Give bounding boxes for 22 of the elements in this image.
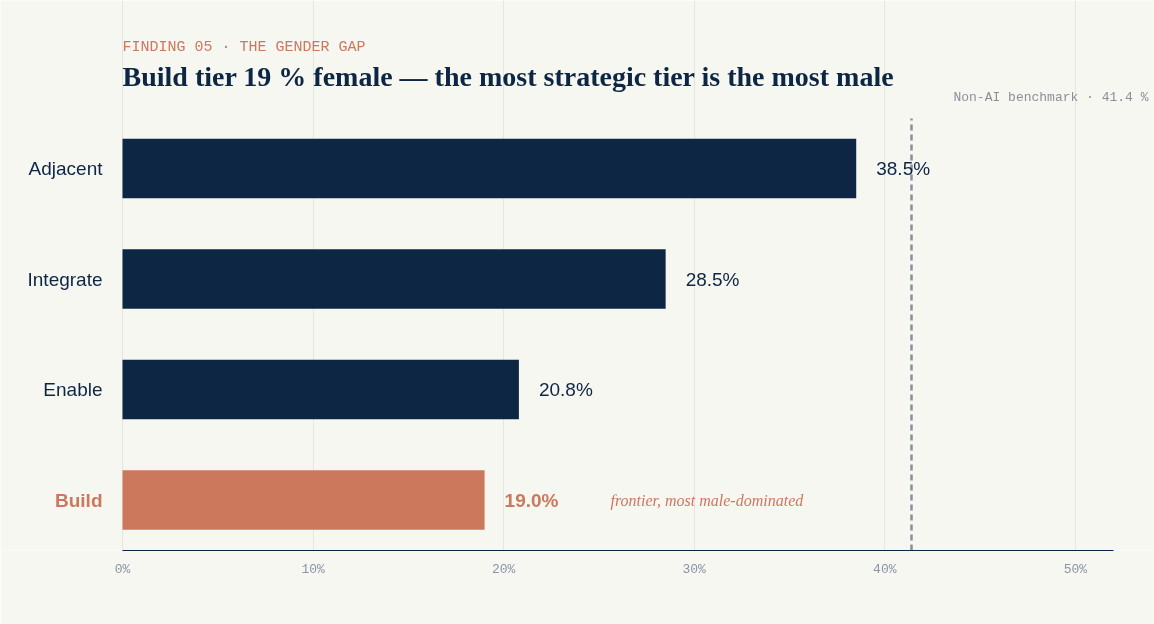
y-tick-label: Integrate [27, 268, 103, 290]
bar [122, 470, 485, 530]
y-tick-label: Enable [43, 379, 103, 400]
x-tick-label: 40% [873, 561, 897, 577]
annotation: frontier, most male-dominated [610, 492, 805, 510]
bar [122, 359, 519, 420]
chart-title: Build tier 19 % female — the most strategic tier is the most male [122, 61, 894, 92]
y-tick-label: Build [55, 489, 103, 511]
x-tick-label: 10% [301, 561, 325, 577]
x-tick-label: 0% [114, 561, 131, 577]
x-tick-label: 30% [682, 561, 707, 577]
data-label: 28.5% [685, 268, 740, 290]
ref-line-label: Non-AI benchmark · 41.4 % [953, 89, 1149, 105]
x-tick-label: 50% [1063, 561, 1088, 577]
data-label: 38.5% [876, 158, 931, 179]
data-label: 19.0% [504, 489, 559, 511]
data-label: 20.8% [538, 379, 593, 400]
bar [122, 249, 666, 309]
x-tick-label: 20% [491, 561, 516, 577]
chart-subtitle: FINDING 05 · THE GENDER GAP [122, 39, 366, 56]
bar [122, 138, 857, 199]
y-tick-label: Adjacent [28, 158, 104, 179]
